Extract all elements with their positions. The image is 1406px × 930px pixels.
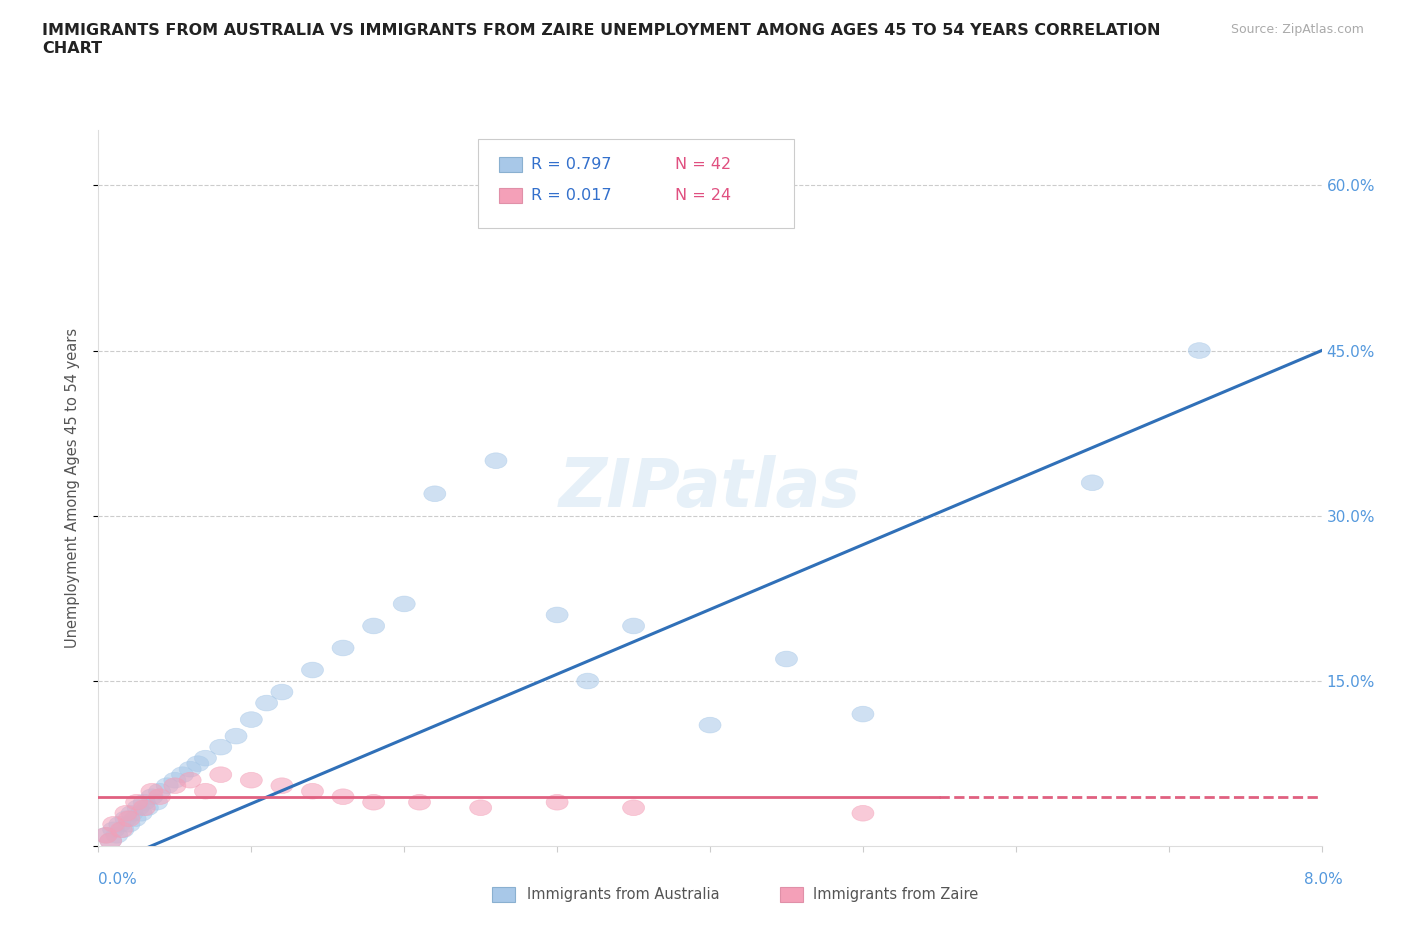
Ellipse shape xyxy=(100,833,122,849)
Text: Immigrants from Zaire: Immigrants from Zaire xyxy=(813,887,979,902)
Ellipse shape xyxy=(546,794,568,810)
Ellipse shape xyxy=(470,800,492,816)
Ellipse shape xyxy=(301,662,323,678)
Ellipse shape xyxy=(118,811,141,827)
Ellipse shape xyxy=(96,828,117,844)
Ellipse shape xyxy=(121,805,143,821)
Ellipse shape xyxy=(271,684,292,700)
Ellipse shape xyxy=(240,772,263,788)
Ellipse shape xyxy=(240,711,263,727)
Ellipse shape xyxy=(546,607,568,623)
Text: IMMIGRANTS FROM AUSTRALIA VS IMMIGRANTS FROM ZAIRE UNEMPLOYMENT AMONG AGES 45 TO: IMMIGRANTS FROM AUSTRALIA VS IMMIGRANTS … xyxy=(42,23,1161,56)
Ellipse shape xyxy=(112,822,134,838)
Ellipse shape xyxy=(115,805,136,821)
Ellipse shape xyxy=(134,800,155,816)
Ellipse shape xyxy=(124,811,146,827)
Ellipse shape xyxy=(776,651,797,667)
Ellipse shape xyxy=(100,833,122,849)
Ellipse shape xyxy=(623,800,644,816)
Ellipse shape xyxy=(125,794,148,810)
Ellipse shape xyxy=(1081,475,1104,491)
Ellipse shape xyxy=(105,828,128,844)
Ellipse shape xyxy=(225,728,247,744)
Ellipse shape xyxy=(165,772,186,788)
Text: 8.0%: 8.0% xyxy=(1303,871,1343,886)
Ellipse shape xyxy=(394,596,415,612)
Text: Immigrants from Australia: Immigrants from Australia xyxy=(527,887,720,902)
Ellipse shape xyxy=(699,717,721,733)
Ellipse shape xyxy=(179,762,201,777)
Text: 0.0%: 0.0% xyxy=(98,871,138,886)
Ellipse shape xyxy=(103,817,125,832)
Ellipse shape xyxy=(623,618,644,634)
Ellipse shape xyxy=(485,453,508,469)
Ellipse shape xyxy=(363,794,385,810)
Text: Source: ZipAtlas.com: Source: ZipAtlas.com xyxy=(1230,23,1364,36)
Ellipse shape xyxy=(271,777,292,793)
Text: N = 24: N = 24 xyxy=(675,188,731,203)
Ellipse shape xyxy=(194,751,217,766)
Ellipse shape xyxy=(852,706,875,722)
Ellipse shape xyxy=(149,789,170,804)
Ellipse shape xyxy=(194,783,217,799)
Ellipse shape xyxy=(209,739,232,755)
Ellipse shape xyxy=(423,485,446,501)
Ellipse shape xyxy=(108,817,131,832)
Ellipse shape xyxy=(141,789,163,804)
Text: N = 42: N = 42 xyxy=(675,157,731,172)
Ellipse shape xyxy=(256,696,277,711)
Ellipse shape xyxy=(103,822,125,838)
Ellipse shape xyxy=(409,794,430,810)
Ellipse shape xyxy=(852,805,875,821)
Ellipse shape xyxy=(363,618,385,634)
Ellipse shape xyxy=(118,817,141,832)
Ellipse shape xyxy=(149,783,170,799)
Ellipse shape xyxy=(134,794,155,810)
Ellipse shape xyxy=(141,783,163,799)
Ellipse shape xyxy=(96,828,117,844)
Ellipse shape xyxy=(332,789,354,804)
Ellipse shape xyxy=(209,767,232,782)
Ellipse shape xyxy=(131,805,152,821)
Ellipse shape xyxy=(179,772,201,788)
Text: R = 0.797: R = 0.797 xyxy=(531,157,612,172)
Ellipse shape xyxy=(165,777,186,793)
Ellipse shape xyxy=(301,783,323,799)
Text: R = 0.017: R = 0.017 xyxy=(531,188,612,203)
Ellipse shape xyxy=(172,767,194,782)
Ellipse shape xyxy=(1188,342,1211,358)
Ellipse shape xyxy=(110,822,132,838)
Ellipse shape xyxy=(156,777,179,793)
Ellipse shape xyxy=(187,756,209,772)
Ellipse shape xyxy=(115,811,136,827)
Ellipse shape xyxy=(332,640,354,656)
Y-axis label: Unemployment Among Ages 45 to 54 years: Unemployment Among Ages 45 to 54 years xyxy=(65,328,80,648)
Ellipse shape xyxy=(576,673,599,689)
Ellipse shape xyxy=(127,800,149,816)
Ellipse shape xyxy=(136,800,159,816)
Text: ZIPatlas: ZIPatlas xyxy=(560,456,860,521)
Ellipse shape xyxy=(145,794,167,810)
